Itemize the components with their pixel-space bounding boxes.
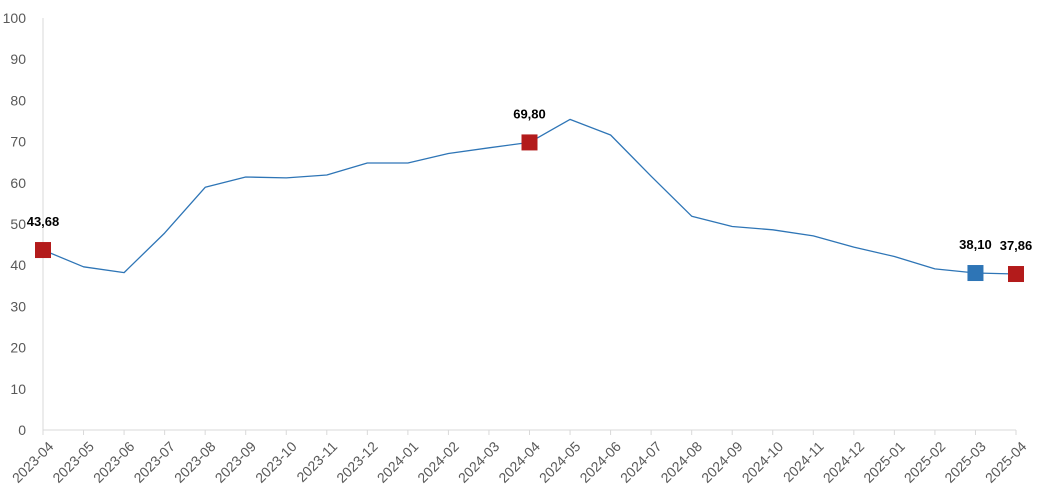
x-tick-label: 2024-09 — [698, 438, 746, 486]
x-tick-label: 2024-02 — [414, 438, 462, 486]
x-tick-label: 2023-11 — [293, 438, 340, 485]
x-tick-label: 2024-11 — [780, 438, 827, 485]
x-tick-label: 2024-12 — [820, 438, 868, 486]
x-tick-label: 2024-06 — [576, 438, 624, 486]
y-tick-label: 40 — [10, 257, 26, 273]
y-tick-label: 0 — [18, 422, 26, 438]
data-point-marker — [35, 242, 51, 259]
y-tick-label: 30 — [10, 298, 26, 314]
x-tick-label: 2023-08 — [171, 438, 219, 486]
data-point-marker — [1008, 266, 1024, 283]
x-axis: 2023-042023-052023-062023-072023-082023-… — [9, 429, 1030, 486]
x-tick-label: 2024-07 — [617, 438, 665, 486]
x-tick-label: 2023-09 — [212, 438, 260, 486]
y-tick-label: 80 — [10, 92, 26, 108]
y-tick-label: 20 — [10, 340, 26, 356]
x-tick-label: 2025-03 — [941, 438, 989, 486]
x-tick-label: 2023-12 — [333, 438, 381, 486]
x-tick-label: 2024-08 — [657, 438, 705, 486]
x-tick-label: 2025-01 — [860, 438, 908, 486]
data-point-marker — [521, 134, 538, 151]
highlight-markers: 43,68 69,80 38,10 37,86 — [27, 106, 1033, 283]
y-tick-label: 90 — [10, 51, 26, 67]
data-label: 69,80 — [513, 106, 546, 121]
x-tick-label: 2025-02 — [901, 438, 949, 486]
data-label: 43,68 — [27, 214, 60, 229]
y-tick-label: 60 — [10, 175, 26, 191]
x-tick-label: 2025-04 — [982, 438, 1030, 486]
data-point-marker — [967, 265, 984, 282]
data-label: 38,10 — [959, 237, 992, 252]
x-tick-label: 2024-04 — [495, 438, 543, 486]
x-tick-label: 2024-03 — [455, 438, 503, 486]
x-tick-label: 2023-06 — [90, 438, 138, 486]
x-tick-label: 2024-01 — [374, 438, 422, 486]
x-tick-label: 2024-05 — [536, 438, 584, 486]
x-tick-label: 2023-04 — [9, 438, 57, 486]
x-tick-label: 2023-10 — [252, 438, 300, 486]
x-tick-label: 2024-10 — [739, 438, 787, 486]
x-tick-label: 2023-05 — [49, 438, 97, 486]
data-label: 37,86 — [1000, 238, 1033, 253]
y-tick-label: 100 — [3, 10, 27, 26]
y-tick-label: 50 — [10, 216, 26, 232]
y-tick-label: 70 — [10, 134, 26, 150]
y-axis: 0 10 20 30 40 50 60 70 80 90 100 — [3, 10, 44, 438]
y-tick-label: 10 — [10, 381, 26, 397]
x-tick-label: 2023-07 — [130, 438, 178, 486]
